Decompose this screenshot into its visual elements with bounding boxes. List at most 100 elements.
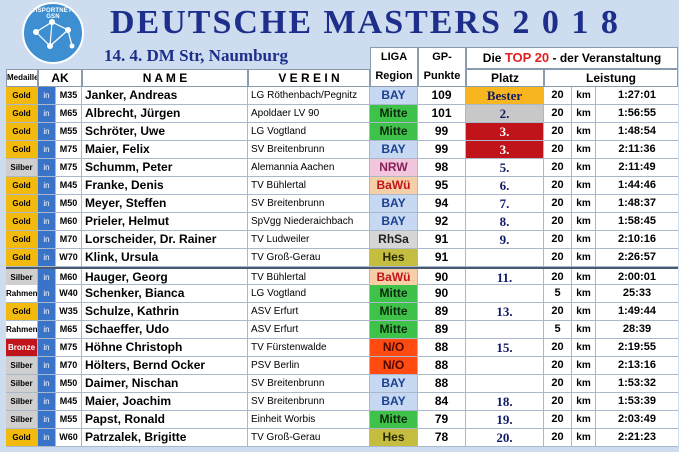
in-label: in (38, 87, 56, 104)
distance-unit: km (572, 159, 596, 176)
table-row: Gold in M55 Schröter, Uwe LG Vogtland Mitte 99… (6, 123, 678, 141)
gp-points: 99 (418, 123, 466, 140)
placement: 5. (466, 159, 544, 176)
liga-region: BAY (370, 393, 418, 410)
placement: 13. (466, 303, 544, 320)
liga-region: Mitte (370, 321, 418, 338)
liga-region: Mitte (370, 123, 418, 140)
medal-badge: Silber (6, 411, 38, 428)
liga-region: BAY (370, 213, 418, 230)
finish-time: 1:53:32 (618, 377, 656, 389)
header-name: N A M E (82, 69, 248, 87)
liga-region: RhSa (370, 231, 418, 248)
header-verein: V E R E I N (248, 69, 370, 87)
table-row: Rahmen in M65 Schaeffer, Udo ASV Erfurt Mitte… (6, 321, 678, 339)
athlete-name: Papst, Ronald (82, 411, 248, 428)
distance-value: 20 (544, 393, 572, 410)
table-row: Silber in M70 Hölters, Bernd Ocker PSV Berli… (6, 357, 678, 375)
gp-points: 84 (418, 393, 466, 410)
medal-badge: Silber (6, 357, 38, 374)
header-top20: Die TOP 20 - der Veranstaltung (466, 47, 678, 69)
in-label: in (38, 249, 56, 266)
age-class: M65 (56, 105, 82, 122)
header-liga: LIGA (380, 51, 408, 63)
finish-time: 2:00:01 (618, 271, 656, 283)
header-region: Region (375, 70, 413, 82)
medal-badge: Gold (6, 87, 38, 104)
in-label: in (38, 429, 56, 446)
distance-value: 20 (544, 123, 572, 140)
liga-region: BAY (370, 195, 418, 212)
club-name: LG Vogtland (248, 123, 370, 140)
gp-points: 88 (418, 357, 466, 374)
placement: 2. (466, 105, 544, 122)
finish-time: 2:10:16 (618, 233, 656, 245)
table-row: Silber in M60 Hauger, Georg TV Bühlertal BaWü… (6, 267, 678, 286)
distance-value: 20 (544, 159, 572, 176)
age-class: M45 (56, 393, 82, 410)
athlete-name: Lorscheider, Dr. Rainer (82, 231, 248, 248)
liga-region: N/O (370, 339, 418, 356)
in-label: in (38, 357, 56, 374)
club-name: ASV Erfurt (248, 321, 370, 338)
athlete-name: Daimer, Nischan (82, 375, 248, 392)
finish-time: 2:26:57 (618, 251, 656, 263)
distance-value: 20 (544, 213, 572, 230)
liga-region: Mitte (370, 285, 418, 302)
athlete-name: Janker, Andreas (82, 87, 248, 104)
club-name: TV Bühlertal (248, 177, 370, 194)
placement: 6. (466, 177, 544, 194)
club-name: Einheit Worbis (248, 411, 370, 428)
liga-region: N/O (370, 357, 418, 374)
athlete-name: Patrzalek, Brigitte (82, 429, 248, 446)
finish-time: 1:49:44 (618, 305, 656, 317)
distance-unit: km (572, 105, 596, 122)
club-name: PSV Berlin (248, 357, 370, 374)
gp-points: 95 (418, 177, 466, 194)
in-label: in (38, 195, 56, 212)
age-class: M65 (56, 321, 82, 338)
header-top20-post: - der Veranstaltung (552, 51, 662, 65)
medal-badge: Silber (6, 269, 38, 286)
distance-unit: km (572, 177, 596, 194)
finish-time: 2:13:16 (618, 359, 656, 371)
medal-badge: Gold (6, 177, 38, 194)
placement (466, 375, 544, 392)
in-label: in (38, 105, 56, 122)
header-leistung: Leistung (544, 69, 678, 87)
distance-unit: km (572, 375, 596, 392)
gp-points: 90 (418, 269, 466, 286)
gp-points: 109 (418, 87, 466, 104)
distance-unit: km (572, 285, 596, 302)
distance-unit: km (572, 87, 596, 104)
finish-time: 2:19:55 (618, 341, 656, 353)
table-row: Gold in M65 Albrecht, Jürgen Apoldaer LV 90 M… (6, 105, 678, 123)
age-class: M55 (56, 411, 82, 428)
in-label: in (38, 177, 56, 194)
finish-time: 2:03:49 (618, 413, 656, 425)
page-title: DEUTSCHE MASTERS 2 0 1 8 (110, 4, 620, 41)
athlete-name: Maier, Felix (82, 141, 248, 158)
athlete-name: Hölters, Bernd Ocker (82, 357, 248, 374)
age-class: M60 (56, 213, 82, 230)
table-row: Gold in M50 Meyer, Steffen SV Breitenbrunn BA… (6, 195, 678, 213)
age-class: W35 (56, 303, 82, 320)
age-class: M35 (56, 87, 82, 104)
table-row: Rahmen in W40 Schenker, Bianca LG Vogtland Mi… (6, 285, 678, 303)
table-row: Silber in M55 Papst, Ronald Einheit Worbis Mi… (6, 411, 678, 429)
medal-badge: Rahmen (6, 321, 38, 338)
age-class: M45 (56, 177, 82, 194)
club-name: TV Ludweiler (248, 231, 370, 248)
table-row: Bronze in M75 Höhne Christoph TV Fürstenwald… (6, 339, 678, 357)
athlete-name: Albrecht, Jürgen (82, 105, 248, 122)
club-name: SV Breitenbrunn (248, 375, 370, 392)
distance-value: 20 (544, 231, 572, 248)
gp-points: 94 (418, 195, 466, 212)
age-class: M75 (56, 159, 82, 176)
athlete-name: Prieler, Helmut (82, 213, 248, 230)
finish-time: 1:56:55 (618, 107, 656, 119)
distance-unit: km (572, 195, 596, 212)
distance-value: 20 (544, 411, 572, 428)
distance-unit: km (572, 303, 596, 320)
